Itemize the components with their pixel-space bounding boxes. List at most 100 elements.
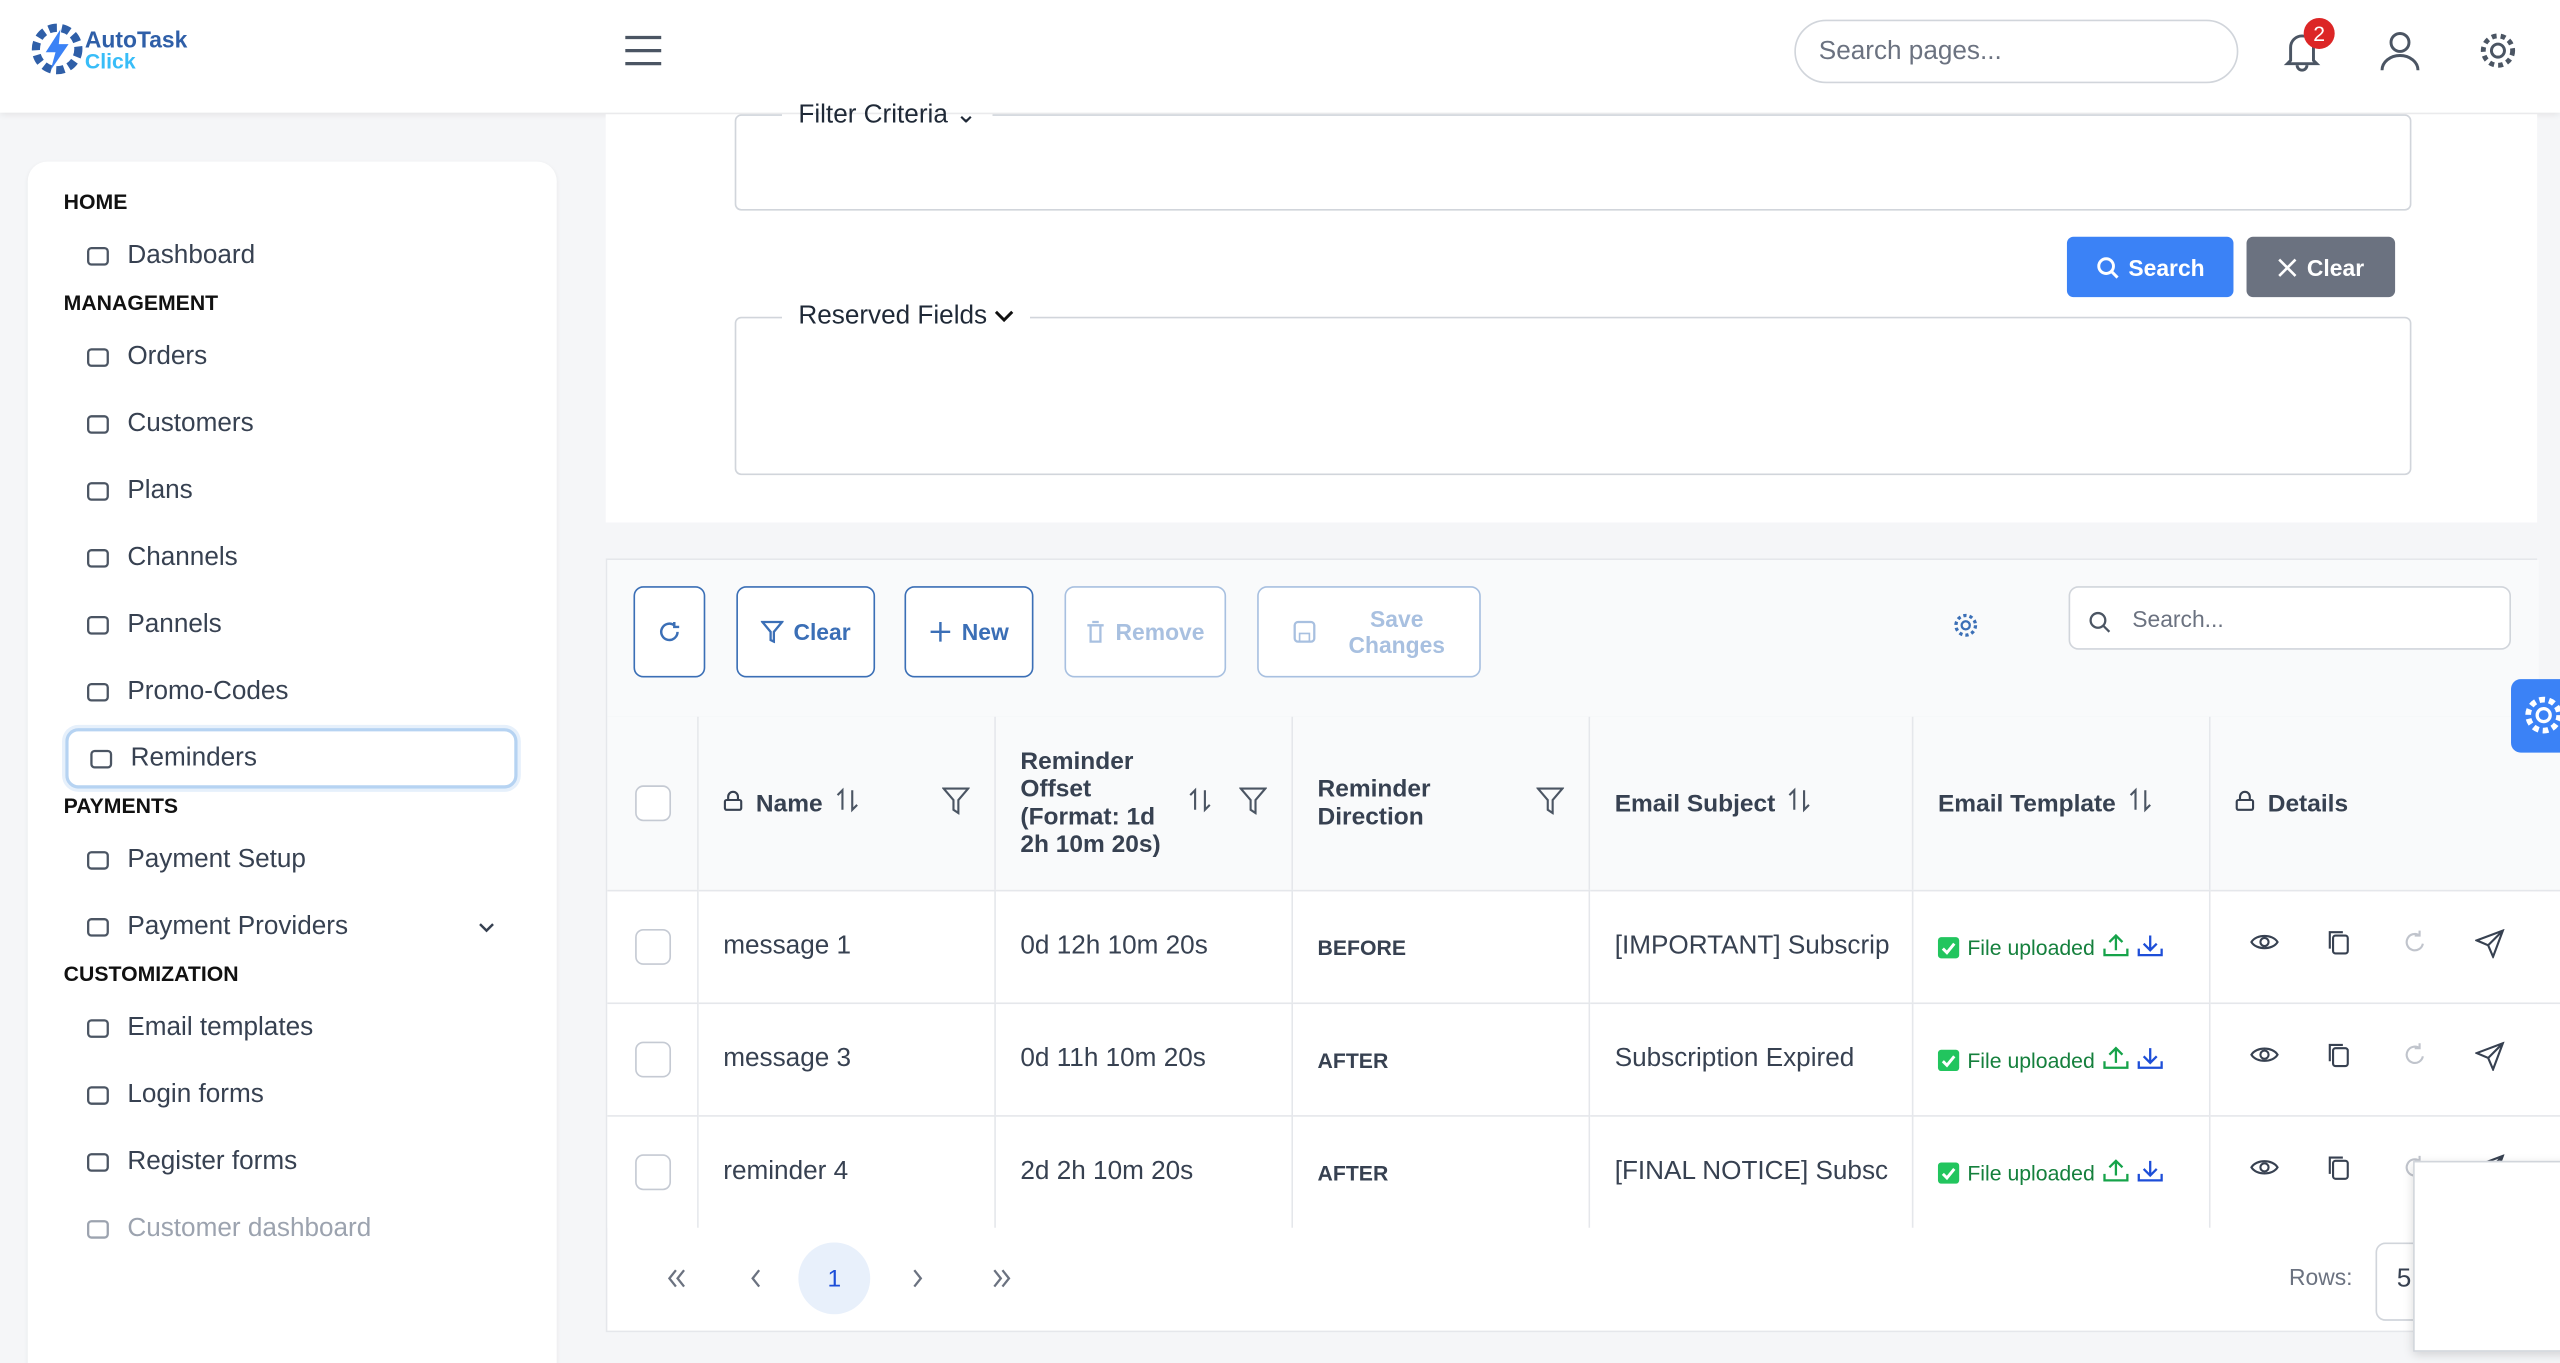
nav-item[interactable]: Channels bbox=[65, 527, 517, 587]
row-action[interactable] bbox=[2325, 1153, 2354, 1191]
filter-icon[interactable] bbox=[1238, 786, 1268, 820]
filter-icon[interactable] bbox=[1535, 786, 1565, 820]
row-action[interactable] bbox=[2400, 1041, 2429, 1079]
cell-text: BEFORE bbox=[1317, 934, 1406, 960]
page-nav[interactable] bbox=[883, 1242, 955, 1314]
search-placeholder: Search pages... bbox=[1818, 37, 2002, 66]
table-search[interactable]: Search... bbox=[2068, 586, 2512, 650]
cell: message 3 bbox=[698, 1002, 996, 1116]
user-menu[interactable] bbox=[2379, 29, 2421, 71]
header-label: Name bbox=[755, 789, 823, 818]
sort-icon[interactable] bbox=[2129, 787, 2152, 820]
page-nav[interactable] bbox=[722, 1242, 794, 1314]
page-nav[interactable] bbox=[640, 1242, 712, 1314]
upload-download[interactable] bbox=[2103, 1157, 2172, 1188]
cell: 0d 12h 10m 20s bbox=[995, 889, 1294, 1003]
label: Save Changes bbox=[1348, 605, 1445, 658]
row-action[interactable] bbox=[2250, 928, 2279, 966]
new-button[interactable]: New bbox=[904, 586, 1034, 678]
cell: AFTER bbox=[1293, 1115, 1591, 1228]
row-action[interactable] bbox=[2473, 927, 2505, 966]
nav-item[interactable]: Payment Setup bbox=[65, 829, 517, 889]
page-nav[interactable] bbox=[965, 1242, 1037, 1314]
reserved-fields-legend[interactable]: Reserved Fields bbox=[782, 302, 1030, 331]
page-search[interactable]: Search pages... bbox=[1794, 19, 2239, 84]
nav-item[interactable]: Reminders bbox=[65, 728, 518, 789]
icon bbox=[87, 347, 109, 367]
nav-item[interactable]: Customers bbox=[65, 393, 517, 453]
nav-label: Email templates bbox=[127, 1013, 314, 1041]
cell-text: AFTER bbox=[1317, 1160, 1389, 1185]
nav-item[interactable]: Promo-Codes bbox=[65, 661, 517, 721]
lock-icon bbox=[723, 789, 743, 817]
upload-download[interactable] bbox=[2103, 931, 2172, 962]
sort-icon[interactable] bbox=[1788, 787, 1811, 820]
section-title: MANAGEMENT bbox=[63, 290, 219, 316]
nav-item[interactable]: Plans bbox=[65, 460, 517, 520]
nav-item[interactable]: Register forms bbox=[65, 1131, 517, 1191]
row-action[interactable] bbox=[2473, 1040, 2505, 1079]
menu-toggle[interactable] bbox=[624, 33, 663, 69]
icon bbox=[87, 246, 109, 265]
column-header: Reminder Offset (Format: 1d 2h 10m 20s) bbox=[995, 716, 1294, 890]
icon bbox=[90, 749, 113, 768]
column-header: Email Template bbox=[1913, 716, 2211, 890]
filter-icon[interactable] bbox=[941, 786, 971, 820]
icon bbox=[87, 917, 109, 936]
nav-item[interactable]: Pannels bbox=[65, 594, 517, 654]
nav-item[interactable]: Payment Providers bbox=[65, 896, 517, 956]
checkbox[interactable] bbox=[634, 1154, 671, 1191]
column-header: Reminder Direction bbox=[1293, 716, 1591, 890]
cell-text: reminder 4 bbox=[723, 1157, 849, 1186]
sort-icon[interactable] bbox=[1189, 787, 1212, 820]
table-card: Clear New Remove Save Changes Search... … bbox=[605, 558, 2560, 1333]
checkbox[interactable] bbox=[634, 928, 671, 965]
column-settings[interactable] bbox=[1953, 612, 1979, 638]
select-cell bbox=[607, 889, 699, 1003]
checkbox[interactable] bbox=[634, 785, 671, 822]
row-action[interactable] bbox=[2400, 928, 2429, 966]
refresh-button[interactable] bbox=[633, 586, 706, 678]
cell: AFTER bbox=[1293, 1002, 1591, 1116]
nav-label: Plans bbox=[127, 475, 193, 504]
cell-text: 2d 2h 10m 20s bbox=[1020, 1157, 1194, 1186]
upload-download[interactable] bbox=[2103, 1044, 2172, 1075]
clear-filters-button[interactable]: Clear bbox=[736, 586, 876, 678]
nav-label: Register forms bbox=[127, 1146, 298, 1175]
logo-subtitle: Click bbox=[84, 48, 136, 74]
nav-label: Dashboard bbox=[127, 240, 256, 269]
select-cell bbox=[607, 716, 699, 890]
template-status: File uploaded bbox=[1967, 1160, 2095, 1185]
select-cell bbox=[607, 1115, 699, 1228]
check-icon bbox=[1937, 936, 1960, 958]
row-action[interactable] bbox=[2250, 1041, 2279, 1079]
nav-item[interactable]: Customer dashboard bbox=[65, 1198, 517, 1258]
row-action[interactable] bbox=[2325, 1041, 2354, 1079]
nav-item[interactable]: Email templates bbox=[65, 998, 517, 1058]
page-number[interactable]: 1 bbox=[798, 1242, 871, 1315]
nav-label: Payment Providers bbox=[127, 911, 349, 940]
toolbar: Clear New Remove Save Changes Search... bbox=[607, 560, 2539, 719]
cell: File uploaded bbox=[1913, 1115, 2211, 1228]
cell-text: 0d 12h 10m 20s bbox=[1020, 932, 1208, 960]
clear-button[interactable]: Clear bbox=[2246, 236, 2396, 298]
logo-title: AutoTask bbox=[84, 26, 188, 53]
settings[interactable] bbox=[2478, 31, 2517, 70]
label: New bbox=[961, 618, 1009, 645]
save-button: Save Changes bbox=[1257, 586, 1481, 678]
nav-item[interactable]: Orders bbox=[65, 327, 517, 387]
checkbox[interactable] bbox=[634, 1041, 671, 1078]
search-placeholder: Search... bbox=[2132, 605, 2224, 632]
header-label: Reminder Direction bbox=[1317, 775, 1431, 832]
config-tab[interactable] bbox=[2511, 679, 2560, 753]
template-status: File uploaded bbox=[1967, 934, 2095, 960]
row-action[interactable] bbox=[2250, 1153, 2279, 1191]
nav-item[interactable]: Dashboard bbox=[65, 225, 517, 285]
filter-panel: Filter Criteria ⌄ Search Clear Reserved … bbox=[605, 97, 2538, 523]
icon bbox=[87, 682, 109, 701]
search-button[interactable]: Search bbox=[2066, 236, 2234, 298]
filter-criteria-legend[interactable]: Filter Criteria ⌄ bbox=[798, 101, 978, 129]
nav-item[interactable]: Login forms bbox=[65, 1064, 517, 1124]
sort-icon[interactable] bbox=[836, 787, 859, 820]
row-action[interactable] bbox=[2325, 928, 2354, 966]
